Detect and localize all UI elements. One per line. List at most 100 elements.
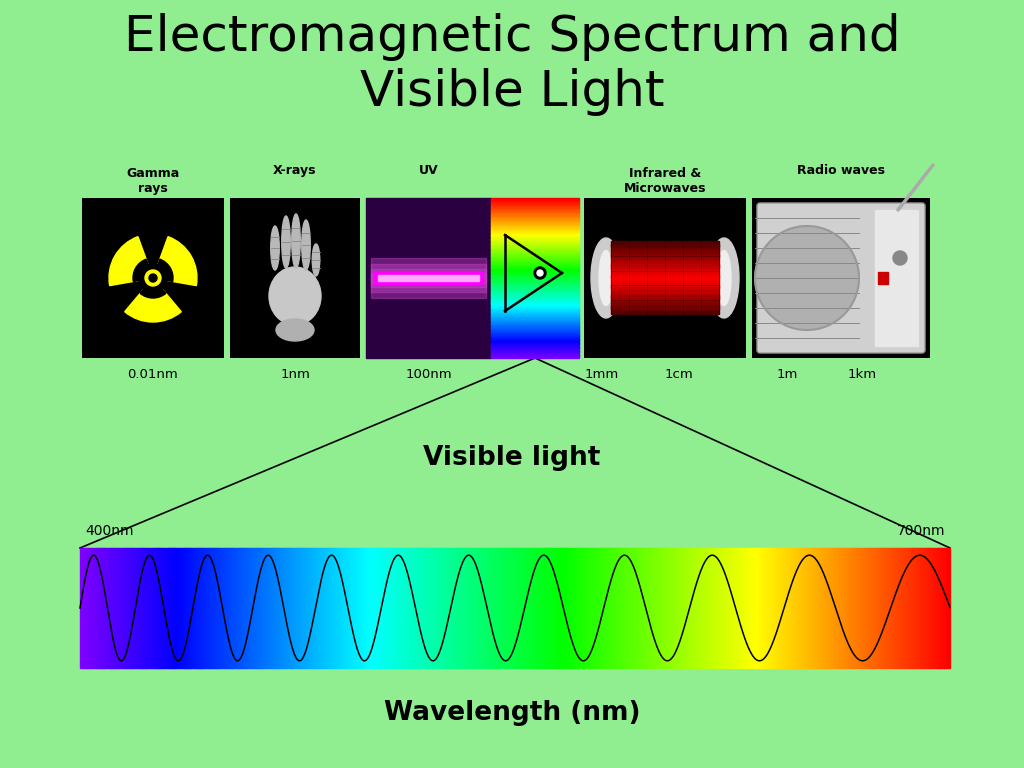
Bar <box>710 548 711 668</box>
Bar <box>874 210 918 346</box>
Bar <box>490 327 579 329</box>
Bar <box>610 548 612 668</box>
Bar <box>724 548 726 668</box>
Bar <box>490 350 579 352</box>
Text: Gamma
rays: Gamma rays <box>126 167 179 195</box>
Bar <box>711 548 713 668</box>
Bar <box>611 248 719 250</box>
Bar <box>912 548 914 668</box>
Bar <box>903 548 905 668</box>
Bar <box>282 548 284 668</box>
Bar <box>679 548 681 668</box>
Bar <box>685 548 686 668</box>
Bar <box>407 548 408 668</box>
Bar <box>490 316 579 317</box>
Bar <box>822 548 824 668</box>
Bar <box>611 303 719 304</box>
Bar <box>490 351 579 353</box>
Bar <box>490 308 579 310</box>
Bar <box>715 548 717 668</box>
Bar <box>466 548 467 668</box>
FancyBboxPatch shape <box>757 203 925 353</box>
Bar <box>439 548 441 668</box>
Bar <box>490 216 579 217</box>
Bar <box>321 548 323 668</box>
Bar <box>850 548 852 668</box>
Bar <box>286 548 288 668</box>
Bar <box>254 548 256 668</box>
Bar <box>490 237 579 238</box>
Bar <box>490 286 579 287</box>
Bar <box>568 548 570 668</box>
Bar <box>611 305 719 306</box>
Circle shape <box>893 251 907 265</box>
Bar <box>323 548 324 668</box>
Bar <box>244 548 246 668</box>
Bar <box>390 548 392 668</box>
Bar <box>490 282 579 283</box>
Bar <box>261 548 263 668</box>
Bar <box>923 548 925 668</box>
Bar <box>171 548 173 668</box>
Text: 1km: 1km <box>848 368 877 381</box>
Text: 400nm: 400nm <box>85 524 133 538</box>
Bar <box>490 210 579 212</box>
Bar <box>490 340 579 341</box>
Bar <box>874 548 877 668</box>
Bar <box>815 548 817 668</box>
Bar <box>371 273 486 283</box>
Bar <box>490 313 579 315</box>
Bar <box>126 548 128 668</box>
Bar <box>341 548 343 668</box>
Bar <box>378 275 479 281</box>
Bar <box>371 269 486 287</box>
Bar <box>799 548 801 668</box>
Bar <box>490 310 579 311</box>
Bar <box>490 221 579 222</box>
Bar <box>490 319 579 320</box>
Bar <box>490 264 579 265</box>
Bar <box>190 548 191 668</box>
Bar <box>359 548 361 668</box>
Bar <box>490 257 579 258</box>
Bar <box>362 548 365 668</box>
Bar <box>499 548 501 668</box>
Bar <box>218 548 219 668</box>
Bar <box>713 548 714 668</box>
Bar <box>583 548 585 668</box>
Bar <box>573 548 574 668</box>
Bar <box>490 299 579 300</box>
Ellipse shape <box>312 244 319 276</box>
Bar <box>490 207 579 208</box>
Bar <box>647 548 648 668</box>
Bar <box>689 548 691 668</box>
Bar <box>928 548 930 668</box>
Bar <box>83 548 85 668</box>
Wedge shape <box>133 260 153 282</box>
Bar <box>384 548 386 668</box>
Text: Radio waves: Radio waves <box>797 164 885 177</box>
Bar <box>302 548 303 668</box>
Bar <box>237 548 239 668</box>
Bar <box>136 548 138 668</box>
Bar <box>611 253 719 254</box>
Bar <box>86 548 87 668</box>
Bar <box>490 211 579 213</box>
Bar <box>611 279 719 280</box>
Bar <box>673 548 675 668</box>
Bar <box>488 548 490 668</box>
Bar <box>490 548 493 668</box>
Wedge shape <box>153 260 173 282</box>
Bar <box>389 548 390 668</box>
Bar <box>477 548 479 668</box>
Bar <box>857 548 859 668</box>
Bar <box>611 250 719 251</box>
Bar <box>801 548 803 668</box>
Bar <box>479 548 480 668</box>
Bar <box>278 548 279 668</box>
Bar <box>181 548 183 668</box>
Bar <box>306 548 308 668</box>
Bar <box>335 548 337 668</box>
Bar <box>357 548 358 668</box>
Bar <box>707 548 709 668</box>
